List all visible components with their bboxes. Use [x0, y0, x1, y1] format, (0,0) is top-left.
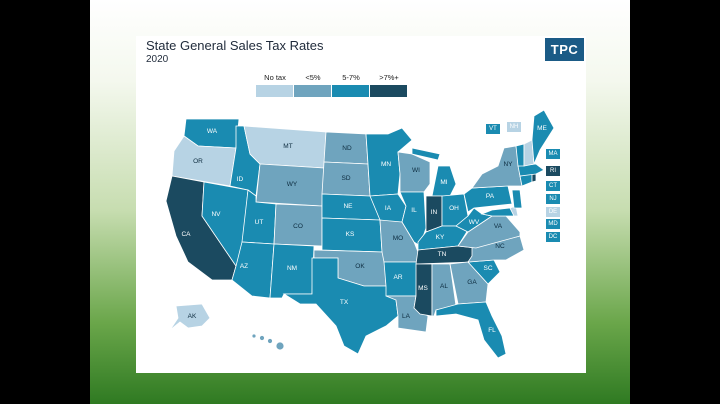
- state-label-fl: FL: [488, 327, 496, 334]
- state-label-nc: NC: [495, 243, 505, 250]
- state-label-tn: TN: [438, 251, 447, 258]
- state-label-ny: NY: [503, 161, 513, 168]
- state-label-ky: KY: [436, 234, 445, 241]
- legend-label: <5%: [305, 73, 321, 82]
- legend-item-over-7: >7%+: [370, 73, 408, 97]
- state-label-ga: GA: [467, 279, 477, 286]
- legend-item-5-to-7: 5-7%: [332, 73, 370, 97]
- state-label-in: IN: [431, 209, 438, 216]
- state-label-ak: AK: [188, 313, 197, 320]
- state-label-ia: IA: [385, 205, 392, 212]
- state-label-va: VA: [494, 223, 503, 230]
- legend-label: 5-7%: [342, 73, 360, 82]
- state-nc: [467, 235, 525, 263]
- legend-label: No tax: [264, 73, 286, 82]
- chart-panel: State General Sales Tax Rates 2020 TPC N…: [136, 36, 586, 373]
- state-ri: [531, 173, 537, 183]
- state-label-ne: NE: [343, 203, 353, 210]
- state-label-nm: NM: [287, 265, 297, 272]
- state-label-pa: PA: [486, 193, 495, 200]
- state-label-mi: MI: [440, 179, 447, 186]
- state-me: [531, 109, 555, 165]
- state-hi: [251, 333, 285, 351]
- legend-swatch: [370, 85, 407, 97]
- state-label-ks: KS: [346, 231, 355, 238]
- legend-item-under-5: <5%: [294, 73, 332, 97]
- state-label-mo: MO: [393, 235, 403, 242]
- state-label-id: ID: [237, 176, 244, 183]
- state-label-ms: MS: [418, 285, 428, 292]
- box-state-nh: NH: [507, 122, 521, 132]
- state-label-ok: OK: [355, 263, 365, 270]
- state-ak: [169, 303, 211, 331]
- state-tx: [282, 257, 399, 355]
- state-fl: [435, 301, 507, 359]
- state-label-mn: MN: [381, 161, 391, 168]
- state-label-mt: MT: [283, 143, 292, 150]
- tpc-logo: TPC: [545, 38, 584, 61]
- box-state-de: DE: [546, 207, 560, 217]
- state-label-wy: WY: [287, 181, 298, 188]
- state-label-wi: WI: [412, 167, 420, 174]
- state-label-co: CO: [293, 223, 303, 230]
- state-label-sc: SC: [483, 265, 492, 272]
- state-label-wa: WA: [207, 128, 218, 135]
- state-label-al: AL: [440, 283, 448, 290]
- box-state-nj: NJ: [546, 194, 560, 204]
- state-wi: [397, 151, 431, 193]
- box-state-vt: VT: [486, 124, 500, 134]
- legend-swatch: [256, 85, 293, 97]
- state-label-ar: AR: [393, 274, 402, 281]
- state-nj: [511, 189, 523, 209]
- map-title: State General Sales Tax Rates: [146, 38, 324, 53]
- box-state-dc: DC: [546, 232, 560, 242]
- state-md: [480, 207, 515, 217]
- state-label-wv: WV: [469, 219, 480, 226]
- state-ny: [471, 145, 523, 189]
- state-label-me: ME: [537, 125, 547, 132]
- us-state-map: WA OR CA NV ID MT WY UT CO AZ NM ND SD NE KS OK TX MN IA MO…: [165, 109, 555, 359]
- state-label-az: AZ: [240, 263, 248, 270]
- legend-swatch: [294, 85, 331, 97]
- legend-swatch: [332, 85, 369, 97]
- box-state-ma: MA: [546, 149, 560, 159]
- legend-item-no-tax: No tax: [256, 73, 294, 97]
- state-label-ut: UT: [255, 219, 264, 226]
- state-il: [399, 191, 427, 247]
- map-subtitle: 2020: [146, 54, 169, 65]
- state-mi: [411, 147, 457, 197]
- box-state-ct: CT: [546, 181, 560, 191]
- state-label-sd: SD: [341, 175, 350, 182]
- state-label-il: IL: [411, 207, 417, 214]
- legend-label: >7%+: [379, 73, 399, 82]
- state-label-la: LA: [402, 313, 411, 320]
- state-label-ca: CA: [181, 231, 191, 238]
- box-state-md: MD: [546, 219, 560, 229]
- state-label-tx: TX: [340, 299, 349, 306]
- state-label-oh: OH: [449, 205, 459, 212]
- state-label-nv: NV: [211, 211, 221, 218]
- state-label-or: OR: [193, 158, 203, 165]
- state-ga: [449, 261, 489, 305]
- box-state-ri: RI: [546, 166, 560, 176]
- state-label-nd: ND: [342, 145, 352, 152]
